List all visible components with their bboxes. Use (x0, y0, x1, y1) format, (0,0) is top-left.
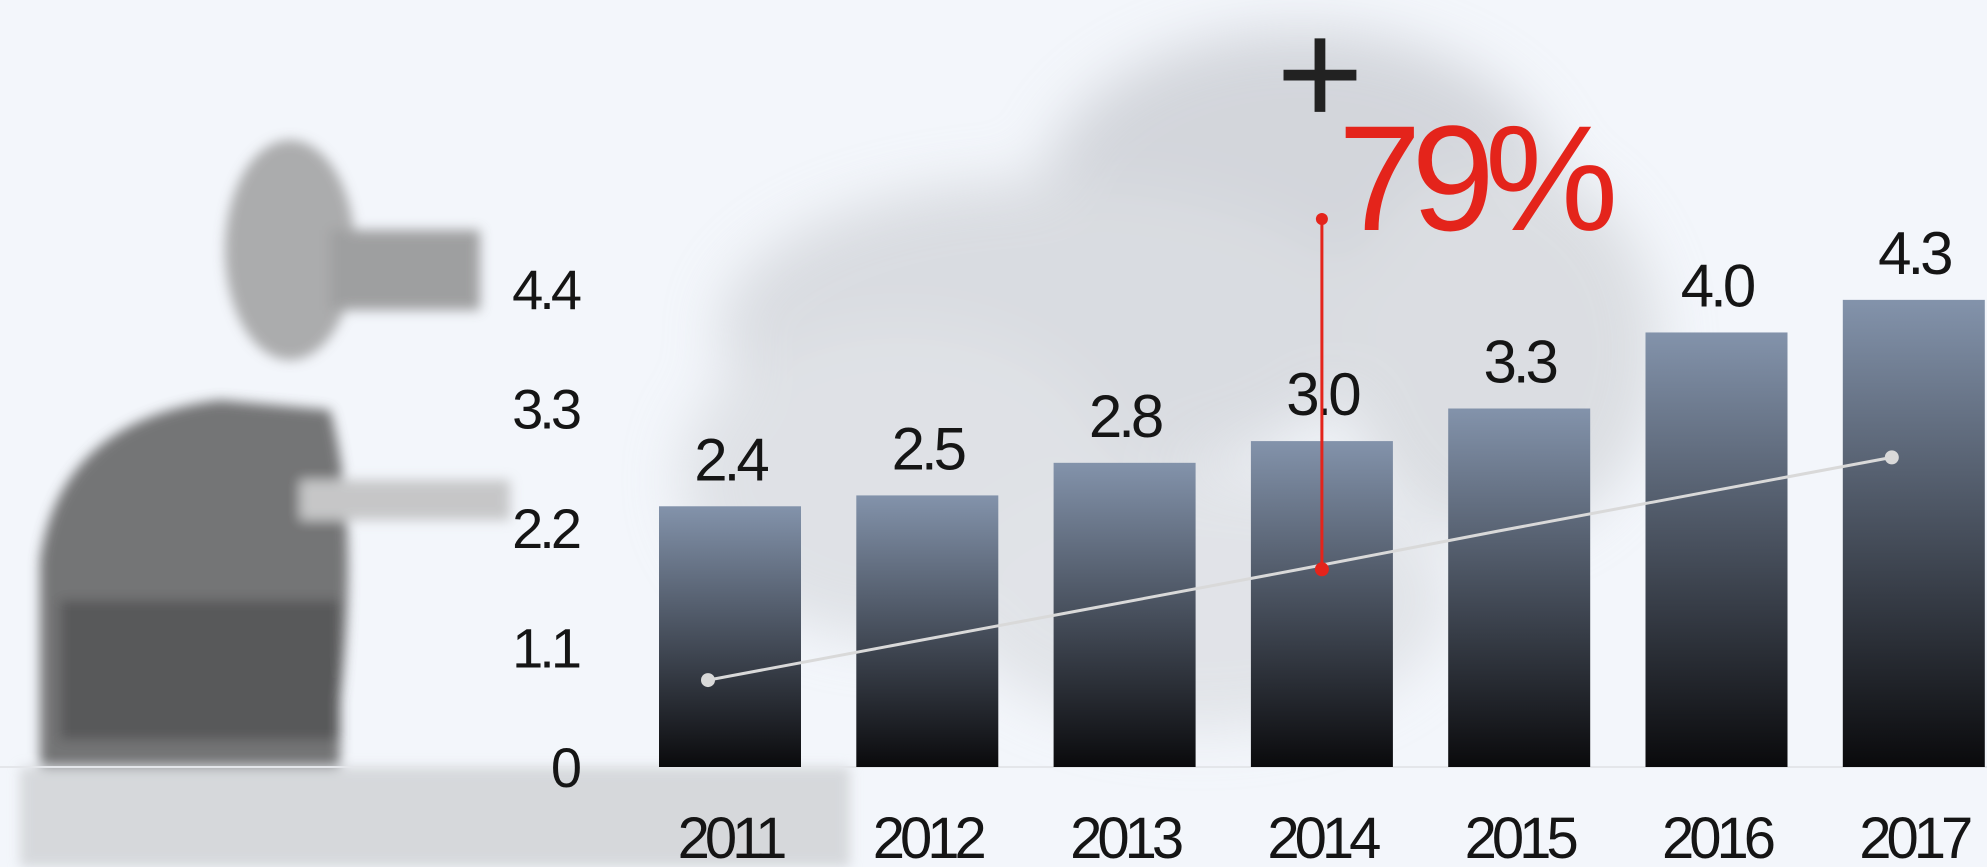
annotation-sign: + (1276, 0, 1364, 157)
trend-line (707, 455, 1893, 682)
value-label: 2.4 (694, 426, 768, 493)
value-label: 3.3 (1483, 329, 1556, 396)
x-tick-label: 2014 (1267, 806, 1380, 867)
annotation-dot (1314, 562, 1329, 577)
value-label: 4.3 (1878, 220, 1951, 287)
annotation-dot (1315, 213, 1328, 225)
y-tick-label: 3.3 (512, 378, 580, 441)
x-tick-label: 2016 (1662, 806, 1774, 867)
bar (1053, 462, 1196, 767)
x-tick-label: 2012 (873, 806, 985, 867)
person-photo (20, 140, 850, 867)
trend-dot (1884, 450, 1899, 465)
value-label: 3.0 (1286, 361, 1360, 428)
y-tick-label: 2.2 (512, 497, 580, 560)
x-tick-label: 2015 (1465, 806, 1577, 867)
value-label: 4.0 (1681, 252, 1755, 319)
bar (1645, 332, 1788, 767)
bar (1448, 408, 1591, 767)
bar (659, 506, 801, 767)
y-tick-label: 0 (551, 736, 580, 799)
x-tick-label: 2017 (1859, 806, 1971, 867)
y-tick-label: 4.4 (512, 258, 581, 321)
x-tick-label: 2011 (678, 806, 785, 867)
value-label: 2.5 (892, 415, 965, 482)
annotation-text: 79% (1338, 94, 1614, 262)
x-tick-label: 2013 (1070, 806, 1182, 867)
y-tick-label: 1.1 (512, 617, 580, 680)
trend-dot (701, 673, 715, 688)
value-label: 2.8 (1089, 383, 1162, 450)
bar (1842, 299, 1985, 767)
